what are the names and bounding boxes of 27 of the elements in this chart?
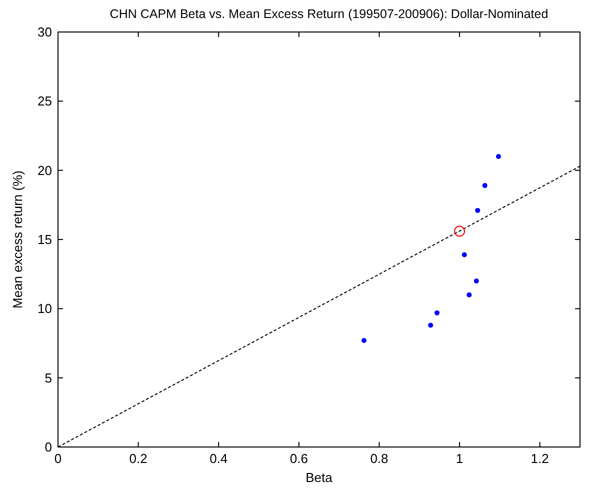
point — [428, 322, 434, 328]
x-tick-label: 0.6 — [290, 451, 308, 466]
y-tick-label: 25 — [38, 94, 52, 109]
point — [474, 278, 479, 284]
y-tick-label: 20 — [38, 162, 52, 178]
point — [434, 310, 440, 316]
x-tick-label: 1.2 — [530, 451, 549, 466]
x-tick-label: 1 — [456, 451, 464, 466]
point — [466, 292, 472, 298]
y-tick-label: 30 — [38, 24, 52, 40]
x-tick-label: 0.2 — [129, 451, 148, 466]
point — [475, 208, 480, 213]
y-tick-label: 0 — [44, 440, 52, 454]
x-tick-label: 0 — [54, 451, 62, 466]
x-tick-label: 0.8 — [370, 451, 388, 466]
y-axis-title: Mean excess return (%) — [10, 170, 25, 308]
point — [361, 338, 366, 343]
point — [482, 183, 488, 188]
point — [496, 154, 501, 159]
y-tick-label: 5 — [44, 370, 52, 386]
point — [454, 226, 466, 237]
point — [462, 252, 467, 258]
x-tick-label: 0.4 — [210, 451, 228, 466]
chart-title: CHN CAPM Beta vs. Mean Excess Return (199507-200906): Dollar-Nominated — [110, 7, 548, 21]
x-axis-title: Beta — [306, 470, 334, 485]
y-tick-label: 10 — [38, 301, 52, 316]
y-tick-label: 15 — [38, 232, 52, 247]
